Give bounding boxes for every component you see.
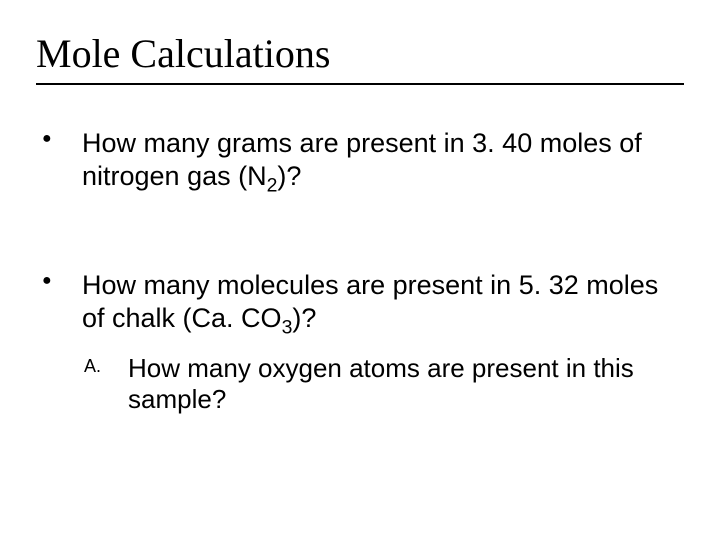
sub-list-marker: A. [84, 356, 101, 378]
bullet-list: How many grams are present in 3. 40 mole… [36, 127, 684, 416]
bullet-item: How many grams are present in 3. 40 mole… [36, 127, 684, 193]
sub-list-item: A. How many oxygen atoms are present in … [82, 353, 684, 416]
subscript: 3 [282, 316, 293, 338]
bullet-text: How many grams are present in 3. 40 mole… [82, 128, 642, 191]
subscript: 2 [267, 174, 278, 196]
bullet-text-after: )? [292, 303, 316, 333]
sub-list: A. How many oxygen atoms are present in … [82, 353, 684, 416]
sub-list-text: How many oxygen atoms are present in thi… [128, 353, 634, 415]
slide-title: Mole Calculations [36, 30, 684, 85]
bullet-item: How many molecules are present in 5. 32 … [36, 269, 684, 416]
bullet-text-after: )? [277, 161, 301, 191]
bullet-text: How many molecules are present in 5. 32 … [82, 270, 658, 333]
